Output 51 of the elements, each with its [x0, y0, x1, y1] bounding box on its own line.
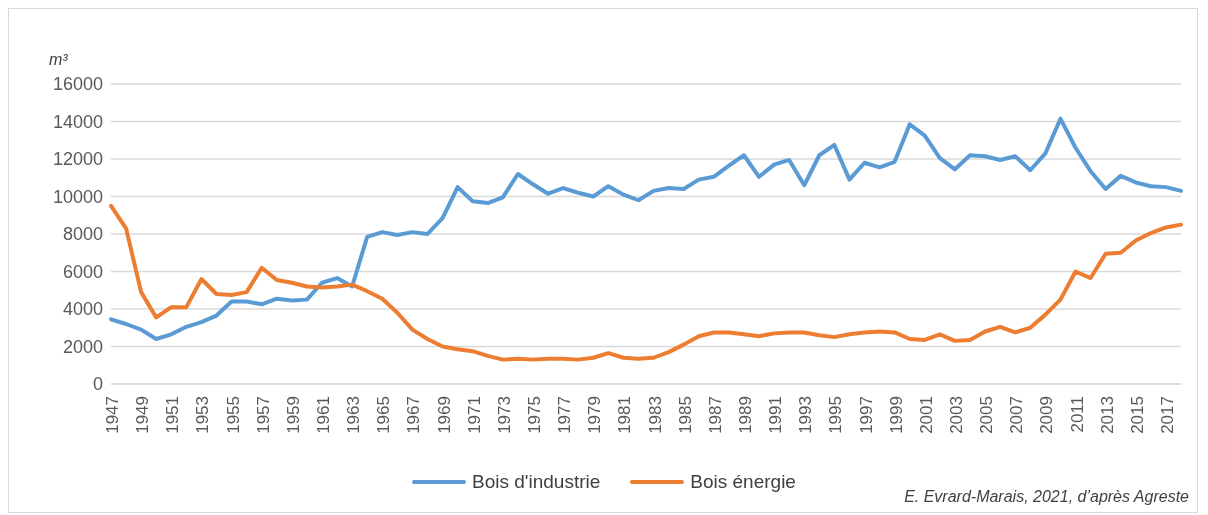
y-tick-label: 16000: [52, 74, 103, 95]
x-tick-label: 1971: [464, 396, 484, 434]
x-tick-label: 2015: [1127, 396, 1147, 434]
x-tick-label: 1963: [344, 396, 364, 434]
x-tick-label: 2011: [1067, 396, 1087, 433]
y-tick-label: 10000: [52, 186, 103, 207]
x-tick-label: 2007: [1007, 396, 1027, 434]
x-tick-label: 2005: [977, 396, 997, 434]
x-tick-label: 2001: [916, 396, 936, 434]
x-tick-label: 1965: [374, 396, 394, 434]
x-tick-label: 1983: [645, 396, 665, 434]
x-tick-label: 2009: [1037, 396, 1057, 434]
legend-label: Bois énergie: [690, 471, 796, 493]
y-tick-label: 6000: [62, 261, 103, 282]
text: E. Evrard-Marais, 2021, d’après Agreste: [904, 488, 1189, 506]
legend-label: Bois d'industrie: [472, 471, 601, 493]
x-tick-label: 1949: [133, 396, 153, 434]
x-tick-label: 1959: [283, 396, 303, 434]
x-tick-label: 1999: [886, 396, 906, 434]
line-series: [109, 203, 1183, 362]
x-tick-label: 1995: [826, 396, 846, 434]
y-tick-label: 12000: [52, 149, 103, 170]
y-tick-label: 4000: [62, 299, 103, 320]
x-tick-label: 1991: [766, 396, 786, 434]
x-tick-label: 1955: [223, 396, 243, 434]
x-tick-label: 1987: [705, 396, 725, 434]
x-tick-label: 1961: [313, 396, 333, 434]
x-tick-label: 1969: [434, 396, 454, 434]
x-tick-label: 2013: [1097, 396, 1117, 434]
x-tick-label: 1997: [856, 396, 876, 434]
x-tick-label: 2003: [946, 396, 966, 434]
x-tick-label: 1979: [585, 396, 605, 434]
x-tick-label: 1967: [404, 396, 424, 434]
line-series: [109, 116, 1183, 341]
x-tick-label: 1981: [615, 396, 635, 434]
x-tick-label: 1947: [103, 396, 122, 434]
x-tick-label: 2017: [1157, 396, 1177, 434]
y-tick-label: 14000: [52, 111, 103, 132]
x-tick-label: 1985: [675, 396, 695, 434]
y-axis-title: m³: [49, 51, 68, 69]
x-tick-label: 1993: [796, 396, 816, 434]
y-tick-label: 2000: [62, 336, 103, 357]
y-tick-label: 8000: [62, 224, 103, 245]
x-tick-label: 1975: [524, 396, 544, 434]
x-tick-label: 1957: [253, 396, 273, 434]
x-tick-label: 1989: [735, 396, 755, 434]
x-tick-label: 1953: [193, 396, 213, 434]
x-tick-label: 1951: [163, 396, 183, 434]
x-tick-label: 1973: [494, 396, 514, 434]
y-tick-label: 0: [92, 374, 103, 395]
x-tick-label: 1977: [555, 396, 575, 434]
